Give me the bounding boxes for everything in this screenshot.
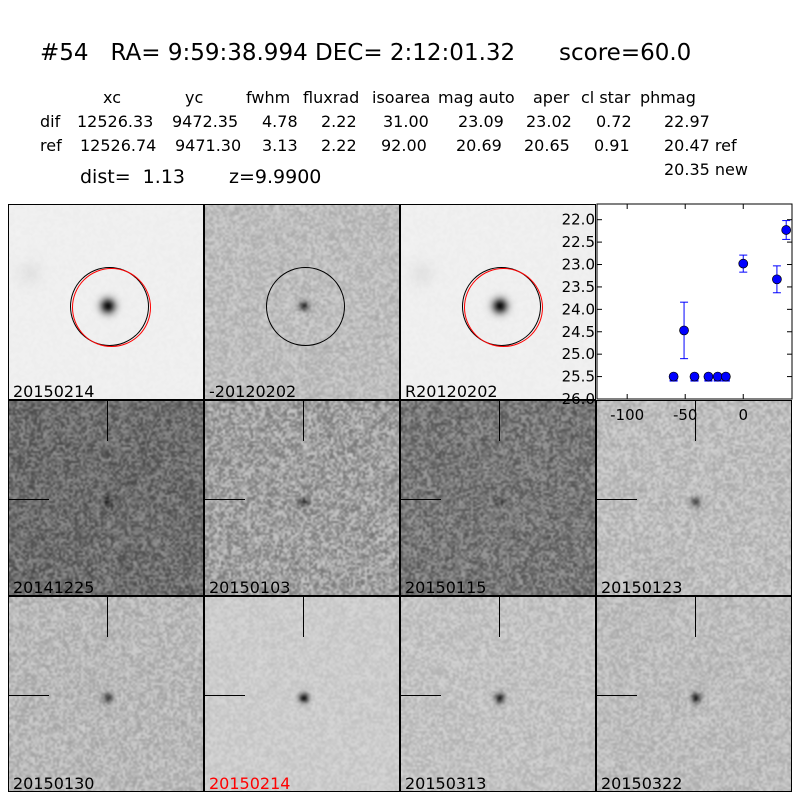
data-point: [689, 371, 700, 382]
table-cell: 23.02: [526, 112, 572, 131]
table-cell: 9472.35: [172, 112, 239, 131]
z-readout: z=9.9900: [229, 166, 322, 188]
stamp-epoch: 20150123: [596, 400, 792, 596]
crosshair-horizontal: [401, 695, 441, 696]
stamp-epoch: 20150115: [400, 400, 596, 596]
stamp-new: 20150214: [8, 204, 204, 400]
table-cell: 9471.30: [175, 136, 242, 155]
crosshair-vertical: [695, 401, 696, 441]
stamp-epoch: 20150322: [596, 596, 792, 792]
column-header: mag auto: [438, 88, 515, 107]
crosshair-horizontal: [401, 499, 441, 500]
crosshair-vertical: [695, 597, 696, 637]
stamp-date-label: -20120202: [209, 382, 297, 400]
data-point: [712, 371, 723, 382]
crosshair-horizontal: [9, 499, 49, 500]
data-point: [772, 274, 782, 285]
column-header: phmag: [640, 88, 696, 107]
table-cell: 20.65: [524, 136, 570, 155]
table-cell: 92.00: [381, 136, 427, 155]
table-cell: 2.22: [321, 136, 357, 155]
stamp-image: [205, 597, 399, 791]
stamp-date-label: 20150123: [601, 578, 683, 596]
stamp-diff: -20120202: [204, 204, 400, 400]
data-point: [703, 371, 714, 382]
stamp-date-label: 20150313: [405, 774, 487, 792]
data-point: [738, 258, 749, 269]
stamp-date-label: 20150115: [405, 578, 487, 596]
stamp-date-label: 20150214: [209, 774, 291, 792]
table-cell: 23.09: [458, 112, 504, 131]
stamp-image: [401, 597, 595, 791]
phmag-new: 20.35 new: [664, 160, 748, 179]
stamp-epoch: 20150313: [400, 596, 596, 792]
column-header: cl star: [581, 88, 631, 107]
candidate-title: #54 RA= 9:59:38.994 DEC= 2:12:01.32 scor…: [40, 40, 692, 66]
crosshair-horizontal: [205, 499, 245, 500]
stamp-image: [9, 597, 203, 791]
data-point: [781, 225, 792, 235]
stamp-image: [205, 401, 399, 595]
column-header: xc: [103, 88, 121, 107]
crosshair-vertical: [499, 401, 500, 441]
crosshair-vertical: [107, 597, 108, 637]
detection-circle: [266, 267, 345, 346]
crosshair-vertical: [303, 401, 304, 441]
column-header: yc: [185, 88, 204, 107]
stamp-image: [9, 401, 203, 595]
table-cell: 20.69: [456, 136, 502, 155]
crosshair-horizontal: [9, 695, 49, 696]
crosshair-horizontal: [597, 695, 637, 696]
table-cell: 0.72: [596, 112, 632, 131]
crosshair-vertical: [107, 401, 108, 441]
data-point: [668, 371, 679, 382]
column-header: isoarea: [372, 88, 431, 107]
stamp-date-label: 20150322: [601, 774, 683, 792]
table-cell: 2.22: [321, 112, 357, 131]
stamp-image: [597, 401, 791, 595]
column-header: fluxrad: [303, 88, 360, 107]
table-cell: 3.13: [262, 136, 298, 155]
stamp-date-label: R20120202: [405, 382, 498, 400]
crosshair-vertical: [499, 597, 500, 637]
stamp-date-label: 20141225: [13, 578, 95, 596]
data-point: [679, 325, 689, 336]
crosshair-horizontal: [205, 695, 245, 696]
data-point: [720, 371, 731, 382]
reference-circle: [464, 268, 543, 347]
stamp-image: [597, 597, 791, 791]
stamp-epoch: 20150214: [204, 596, 400, 792]
stamp-epoch: 20150130: [8, 596, 204, 792]
row-label: dif: [40, 112, 61, 131]
reference-circle: [72, 268, 151, 347]
table-cell: 31.00: [383, 112, 429, 131]
table-cell: 22.97: [664, 112, 710, 131]
column-header: aper: [533, 88, 570, 107]
crosshair-vertical: [303, 597, 304, 637]
stamp-epoch: 20141225: [8, 400, 204, 596]
table-cell: 4.78: [262, 112, 298, 131]
column-header: fwhm: [246, 88, 291, 107]
table-cell: 12526.33: [77, 112, 154, 131]
stamp-date-label: 20150103: [209, 578, 291, 596]
stamp-image: [401, 401, 595, 595]
crosshair-horizontal: [597, 499, 637, 500]
stamp-date-label: 20150214: [13, 382, 95, 400]
stamp-date-label: 20150130: [13, 774, 95, 792]
table-cell: 20.47 ref: [664, 136, 737, 155]
stamp-epoch: 20150103: [204, 400, 400, 596]
stamp-ref: R20120202: [400, 204, 596, 400]
row-label: ref: [40, 136, 62, 155]
plot-area: [596, 203, 793, 400]
table-cell: 12526.74: [80, 136, 157, 155]
table-cell: 0.91: [594, 136, 630, 155]
dist-readout: dist= 1.13: [80, 166, 185, 188]
